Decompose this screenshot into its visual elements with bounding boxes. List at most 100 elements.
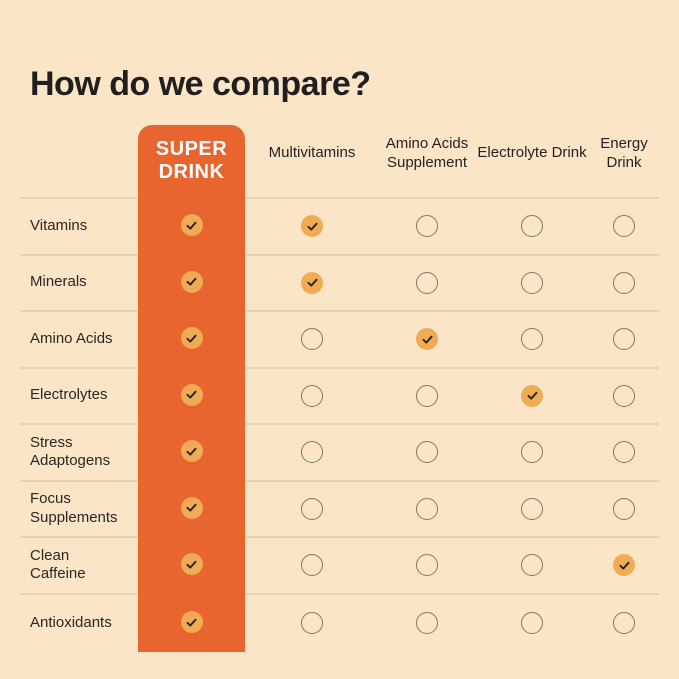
comparison-cell xyxy=(589,197,659,254)
empty-circle xyxy=(613,271,635,294)
comparison-cell xyxy=(245,310,379,367)
header-spacer xyxy=(20,110,138,197)
row-label: Amino Acids xyxy=(20,310,138,367)
comparison-cell xyxy=(379,423,475,480)
comparison-cell xyxy=(475,479,589,537)
check-icon xyxy=(186,447,197,456)
empty-circle xyxy=(521,328,543,351)
table-row: Clean Caffeine xyxy=(20,536,659,593)
comparison-cell xyxy=(379,479,475,537)
empty-circle xyxy=(301,328,323,351)
row-label: Electrolytes xyxy=(20,366,138,424)
comparison-cell xyxy=(589,536,659,593)
checked-circle xyxy=(180,383,203,406)
comparison-cell xyxy=(475,423,589,480)
table-body: Vitamins Minerals Amino Acids Electrolytes S… xyxy=(20,197,659,652)
brand-label-line2: DRINK xyxy=(158,161,225,183)
empty-circle xyxy=(416,612,438,634)
table-row: Minerals xyxy=(20,253,659,311)
table-row: Antioxidants xyxy=(20,592,659,652)
comparison-cell xyxy=(589,592,659,652)
empty-circle xyxy=(521,612,543,634)
comparison-cell xyxy=(589,479,659,537)
comparison-cell xyxy=(475,592,589,652)
check-icon xyxy=(186,391,197,399)
checked-circle xyxy=(180,214,203,237)
super-drink-cell xyxy=(138,366,245,423)
page-title: How do we compare? xyxy=(30,64,371,103)
empty-circle xyxy=(613,384,635,407)
column-header-energy-drink: Energy Drink xyxy=(600,134,648,171)
super-drink-cell xyxy=(138,592,245,652)
checked-circle xyxy=(613,554,635,577)
comparison-cell xyxy=(245,479,379,537)
empty-circle xyxy=(301,441,323,464)
empty-circle xyxy=(416,384,438,407)
comparison-cell xyxy=(245,197,379,254)
check-icon xyxy=(422,335,432,344)
comparison-cell xyxy=(475,310,589,367)
comparison-cell xyxy=(379,197,475,254)
check-icon xyxy=(619,561,629,570)
check-icon xyxy=(186,221,197,230)
empty-circle xyxy=(416,441,438,464)
comparison-cell xyxy=(245,366,379,424)
row-label: Focus Supplements xyxy=(20,479,138,537)
row-label: Antioxidants xyxy=(20,592,138,652)
checked-circle xyxy=(180,553,203,576)
empty-circle xyxy=(613,441,635,464)
checked-circle xyxy=(180,270,203,293)
comparison-cell xyxy=(245,253,379,311)
comparison-cell xyxy=(589,253,659,311)
check-icon xyxy=(307,222,317,231)
empty-circle xyxy=(301,612,323,634)
brand-column-header: SUPER DRINK xyxy=(138,110,245,197)
checked-circle xyxy=(180,327,203,350)
comparison-cell xyxy=(475,197,589,254)
empty-circle xyxy=(416,215,438,238)
column-header-amino-acids-supplement: Amino Acids Supplement xyxy=(385,134,469,171)
comparison-table: SUPER DRINK Multivitamins Amino Acids Su… xyxy=(20,110,659,652)
brand-label-line1: SUPER xyxy=(155,138,228,160)
empty-circle xyxy=(301,384,323,407)
empty-circle xyxy=(521,215,543,238)
super-drink-cell xyxy=(138,197,245,254)
comparison-cell xyxy=(589,310,659,367)
check-icon xyxy=(186,278,197,286)
comparison-cell xyxy=(589,366,659,424)
table-header-row: SUPER DRINK Multivitamins Amino Acids Su… xyxy=(20,110,659,197)
check-icon xyxy=(186,618,197,627)
empty-circle xyxy=(521,554,543,577)
empty-circle xyxy=(521,271,543,294)
table-row: Electrolytes xyxy=(20,366,659,424)
comparison-cell xyxy=(245,423,379,480)
super-drink-cell xyxy=(138,423,245,480)
checked-circle xyxy=(521,384,543,407)
check-icon xyxy=(186,334,197,343)
check-icon xyxy=(186,560,197,569)
comparison-cell xyxy=(379,310,475,367)
comparison-cell xyxy=(245,536,379,593)
row-label: Clean Caffeine xyxy=(20,536,138,593)
empty-circle xyxy=(416,554,438,577)
super-drink-badge: SUPER DRINK xyxy=(138,125,245,197)
checked-circle xyxy=(180,496,203,519)
empty-circle xyxy=(521,441,543,464)
comparison-cell xyxy=(245,592,379,652)
row-label: Stress Adaptogens xyxy=(20,423,138,480)
checked-circle xyxy=(301,271,323,294)
empty-circle xyxy=(521,497,543,520)
comparison-cell xyxy=(379,536,475,593)
table-row: Amino Acids xyxy=(20,310,659,367)
super-drink-cell xyxy=(138,310,245,367)
checked-circle xyxy=(180,611,203,633)
row-label: Vitamins xyxy=(20,197,138,254)
table-row: Focus Supplements xyxy=(20,479,659,537)
empty-circle xyxy=(301,554,323,577)
comparison-cell xyxy=(379,366,475,424)
empty-circle xyxy=(613,215,635,238)
comparison-cell xyxy=(475,536,589,593)
empty-circle xyxy=(416,497,438,520)
empty-circle xyxy=(613,497,635,520)
check-icon xyxy=(527,392,537,400)
